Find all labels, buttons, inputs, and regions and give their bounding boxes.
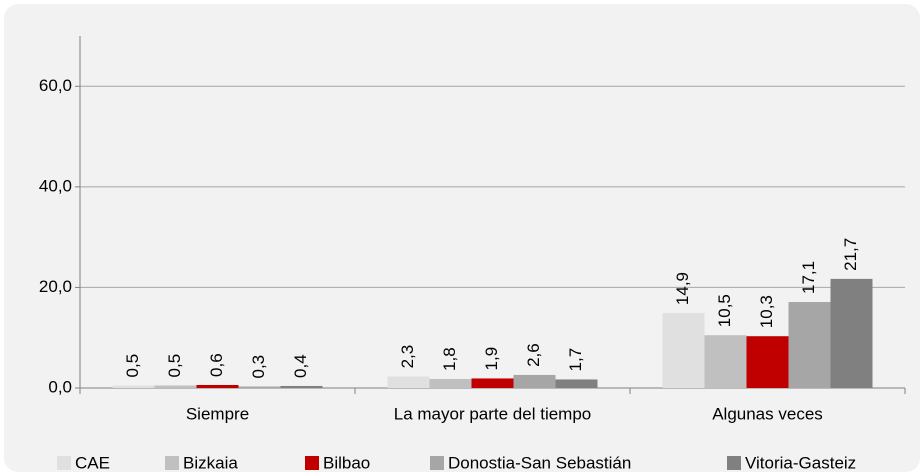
x-tick-label: Algunas veces: [712, 404, 823, 423]
legend-swatch: [430, 456, 444, 470]
data-label: 14,9: [673, 272, 692, 305]
y-tick-label: 40,0: [39, 176, 72, 195]
y-tick-label: 20,0: [39, 277, 72, 296]
y-tick-label: 60,0: [39, 76, 72, 95]
legend-label: Vitoria-Gasteiz: [745, 453, 856, 472]
legend-label: CAE: [75, 453, 110, 472]
bar: [704, 335, 747, 388]
data-label: 1,8: [440, 347, 459, 371]
chart-background: [4, 4, 920, 472]
data-label: 0,5: [123, 354, 142, 378]
bar: [196, 384, 239, 388]
data-label: 0,3: [249, 355, 268, 379]
bar: [280, 385, 323, 388]
bar: [555, 379, 598, 388]
data-label: 17,1: [799, 261, 818, 294]
x-tick-label: Siempre: [186, 404, 249, 423]
bar: [830, 278, 873, 388]
data-label: 10,3: [757, 295, 776, 328]
data-label: 10,5: [715, 294, 734, 327]
legend-label: Donostia-San Sebastián: [448, 453, 631, 472]
bar: [471, 378, 514, 388]
x-tick-label: La mayor parte del tiempo: [394, 404, 592, 423]
legend-swatch: [727, 456, 741, 470]
bar: [788, 302, 831, 388]
data-label: 0,6: [207, 353, 226, 377]
bar: [238, 386, 281, 388]
bar: [746, 336, 789, 388]
bar: [112, 385, 155, 388]
y-tick-label: 0,0: [48, 377, 72, 396]
legend-swatch: [165, 456, 179, 470]
data-label: 0,5: [165, 354, 184, 378]
data-label: 2,3: [398, 345, 417, 369]
legend-label: Bizkaia: [183, 453, 238, 472]
legend-label: Bilbao: [323, 453, 370, 472]
data-label: 0,4: [291, 354, 310, 378]
legend-swatch: [57, 456, 71, 470]
legend-swatch: [305, 456, 319, 470]
data-label: 1,7: [566, 348, 585, 372]
bar: [154, 385, 197, 388]
bar: [662, 313, 705, 388]
bar: [513, 374, 556, 388]
data-label: 21,7: [841, 238, 860, 271]
bar: [429, 378, 472, 388]
data-label: 2,6: [524, 343, 543, 367]
data-label: 1,9: [482, 347, 501, 371]
bar: [387, 376, 430, 388]
